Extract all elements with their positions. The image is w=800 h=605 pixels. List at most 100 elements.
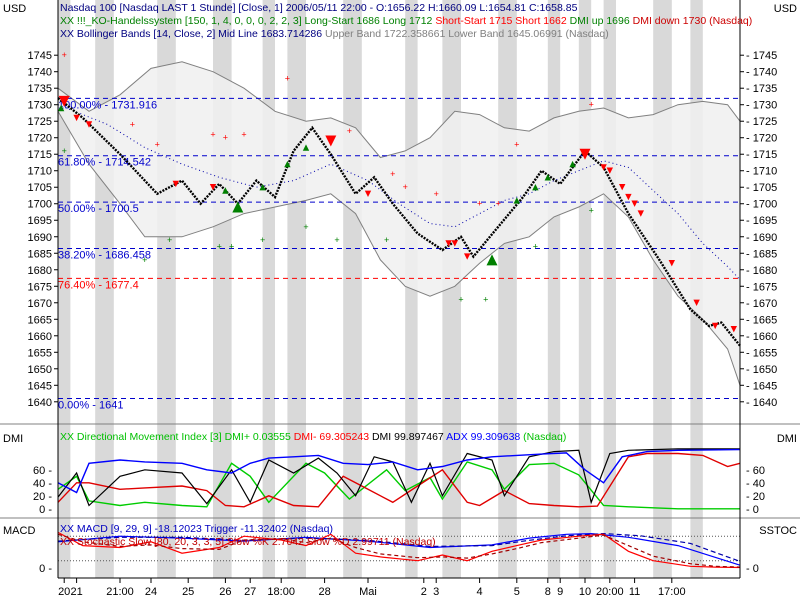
adx-line [57, 448, 741, 494]
session-band-0 [58, 0, 71, 578]
legend-system-dmi-up: DMI up 1696 [570, 15, 633, 27]
plus-dot-8: + [390, 169, 395, 179]
signal-marker-12 [364, 190, 372, 197]
signal-marker-2 [73, 114, 80, 122]
x-tick-label-7: 18:00 [267, 586, 295, 598]
fib-label-1: 61.80% - 1714.542 [58, 157, 151, 169]
plus-dot-12: + [496, 199, 501, 209]
signal-marker-0 [58, 95, 70, 107]
x-tick-label-6: 27 [244, 586, 256, 598]
right-tick-label-3: - 1655 [746, 347, 777, 359]
signal-marker-25 [625, 193, 632, 201]
price-lines [57, 97, 741, 569]
signal-marker-26 [631, 200, 638, 207]
plus-dot-3: + [155, 139, 160, 149]
right-tick-label-11: - 1695 [746, 215, 777, 227]
x-tick-label-10: 2 [421, 586, 427, 598]
session-band-11 [578, 0, 592, 578]
left-tick-label-15: 1715 [28, 149, 52, 161]
right-tick-label-9: - 1685 [746, 248, 777, 260]
plus-dot-27: + [142, 255, 147, 265]
signal-marker-11 [325, 135, 337, 147]
legend-macd: XX MACD [9, 29, 9] -18.12023 Trigger -11… [60, 523, 333, 535]
plus-dot-4: + [210, 129, 215, 139]
legend-dmi-minus: DMI- 69.305243 [294, 431, 372, 443]
legend-dmi-plus: XX Directional Movement Index [3] DMI+ 0… [60, 431, 294, 443]
right-tick-label-10: - 1690 [746, 232, 777, 244]
right-tick-label-14: - 1710 [746, 166, 777, 178]
session-band-4 [262, 0, 275, 578]
left-tick-label-18: 1730 [28, 100, 52, 112]
right-tick-label-17: - 1725 [746, 116, 777, 128]
legend-bollinger: XX Bollinger Bands [14, Close, 2] Mid Li… [60, 28, 609, 40]
left-tick-label-4: 1660 [28, 331, 52, 343]
plus-dot-15: + [62, 146, 67, 156]
legend-bollinger-bands: Upper Band 1722.358661 Lower Band 1645.0… [325, 28, 609, 40]
signal-marker-10 [302, 144, 310, 151]
legend-system-dmi-down: DMI down 1730 (Nasdaq) [633, 15, 753, 27]
legend-dmi: XX Directional Movement Index [3] DMI+ 0… [60, 431, 566, 443]
plus-dot-7: + [347, 126, 352, 136]
signal-marker-1 [57, 104, 65, 112]
x-tick-label-13: 5 [514, 586, 520, 598]
signal-marker-6 [222, 187, 229, 194]
dmi-right-tick-3: - 60 [746, 465, 765, 477]
left-tick-label-19: 1735 [28, 83, 52, 95]
plus-dot-18: + [229, 242, 234, 252]
signal-marker-13 [445, 240, 452, 247]
legend-stochastic: XX Stochastic Slow [80, 20, 3, 3, 5] Slo… [60, 536, 436, 548]
right-tick-label-15: - 1715 [746, 149, 777, 161]
x-tick-label-0: 20 [58, 586, 70, 598]
signal-markers: + + + + + + + + + + + + + + + + + + + + + + + + + + + + [57, 50, 737, 333]
left-tick-label-1: 1645 [28, 380, 52, 392]
dmi-right-tick-1: - 20 [746, 491, 765, 503]
left-tick-label-11: 1695 [28, 215, 52, 227]
signal-marker-23 [606, 167, 613, 174]
plus-dot-14: + [589, 100, 594, 110]
dmi-right-tick-0: - 0 [746, 504, 759, 516]
legend-system-short: Short-Start 1715 Short 1662 [435, 15, 569, 27]
left-tick-label-12: 1700 [28, 199, 52, 211]
x-tick-label-8: 28 [318, 586, 330, 598]
x-tick-label-4: 25 [182, 586, 194, 598]
signal-marker-3 [85, 121, 93, 128]
signal-marker-17 [513, 197, 520, 204]
macd-series-3 [57, 533, 741, 568]
fib-label-2: 50.00% - 1700.5 [58, 203, 139, 215]
macd-series-2 [57, 531, 741, 569]
legend-price: Nasdaq 100 [Nasdaq LAST 1 Stunde] [Close… [60, 2, 578, 14]
macd-left-tick-0: 0 - [39, 563, 52, 575]
bollinger-fill [57, 61, 741, 386]
price-line [57, 97, 741, 347]
left-tick-label-14: 1710 [28, 166, 52, 178]
left-tick-label-8: 1680 [28, 265, 52, 277]
session-band-12 [603, 0, 616, 578]
signal-marker-30 [712, 322, 719, 330]
signal-marker-15 [464, 253, 471, 260]
right-tick-label-16: - 1720 [746, 133, 777, 145]
left-tick-label-2: 1650 [28, 364, 52, 376]
plus-dot-20: + [303, 222, 308, 232]
left-tick-label-0: 1640 [28, 397, 52, 409]
signal-marker-22 [600, 164, 607, 171]
right-tick-label-20: - 1740 [746, 67, 777, 79]
x-tick-label-14: 8 [545, 586, 551, 598]
fib-label-0: 100.00% - 1731.916 [58, 99, 157, 111]
dmi-right-label: DMI [777, 433, 797, 445]
left-unit-label: USD [3, 3, 26, 15]
session-band-13 [653, 0, 672, 578]
dmi-minus-line [57, 452, 741, 508]
legend-bollinger-mid: XX Bollinger Bands [14, Close, 2] Mid Li… [60, 28, 325, 40]
session-band-5 [287, 0, 306, 578]
fib-levels: 100.00% - 1731.916 61.80% - 1714.542 50.00… [58, 97, 740, 562]
left-tick-label-10: 1690 [28, 232, 52, 244]
right-tick-label-8: - 1680 [746, 265, 777, 277]
macd-right-label: SSTOC [759, 525, 797, 537]
dmi-left-label: DMI [3, 433, 23, 445]
left-tick-label-5: 1665 [28, 314, 52, 326]
plus-dot-21: + [334, 235, 339, 245]
right-tick-label-7: - 1675 [746, 281, 777, 293]
x-tick-label-5: 26 [219, 586, 231, 598]
